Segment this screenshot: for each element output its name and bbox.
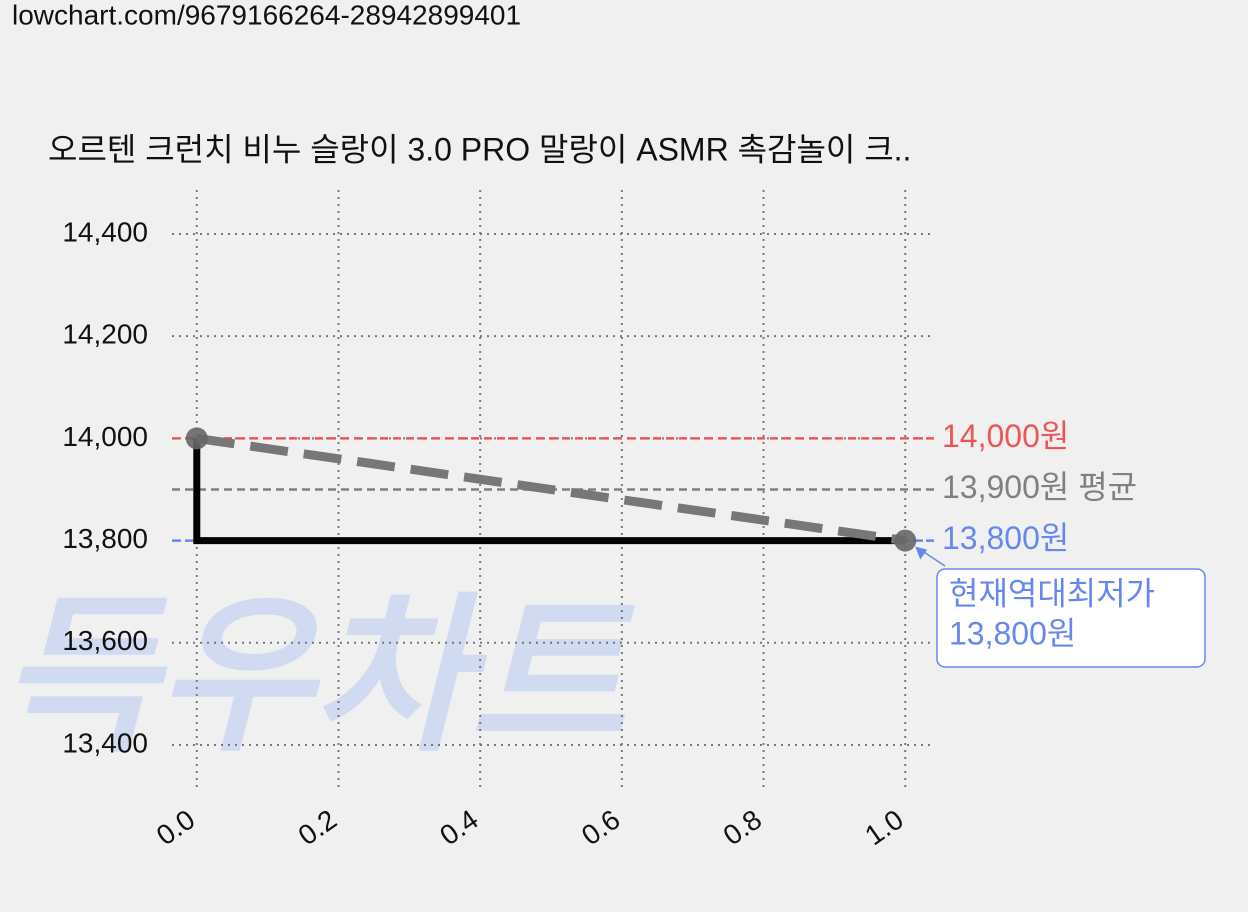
trend-line xyxy=(196,433,906,546)
x-tick-label: 0.2 xyxy=(292,804,342,852)
point xyxy=(185,427,208,450)
url: lowchart.com/9679166264-28942899401 xyxy=(12,0,521,30)
chart-title: 오르텐 크런치 비누 슬랑이 3.0 PRO 말랑이 ASMR 촉감놀이 크.. xyxy=(48,131,911,167)
annotation-text: 13,800원 xyxy=(949,615,1076,651)
y-tick-label: 13,800 xyxy=(62,523,148,554)
y-tick-label: 14,400 xyxy=(62,216,148,247)
annotation-text: 현재역대최저가 xyxy=(949,575,1155,611)
y-tick-label: 14,000 xyxy=(62,421,148,452)
point xyxy=(894,529,917,552)
y-tick-label: 14,200 xyxy=(62,319,148,350)
price-step-line xyxy=(193,438,906,545)
x-tick-label: 1.0 xyxy=(859,804,909,852)
arrow-head xyxy=(915,546,928,560)
x-tick-label: 0.4 xyxy=(434,804,484,852)
annotation-box xyxy=(936,568,1206,668)
y-tick-label: 13,600 xyxy=(62,625,148,656)
x-tick-label: 0.8 xyxy=(718,804,768,852)
reference-label: 13,800원 xyxy=(942,520,1069,556)
watermark: 득우차트 xyxy=(0,582,635,772)
x-tick-label: 0.0 xyxy=(151,804,201,852)
reference-label: 14,000원 xyxy=(942,418,1069,454)
x-tick-label: 0.6 xyxy=(576,804,626,852)
reference-label: 13,900원 평균 xyxy=(942,469,1137,505)
y-tick-label: 13,400 xyxy=(62,727,148,758)
